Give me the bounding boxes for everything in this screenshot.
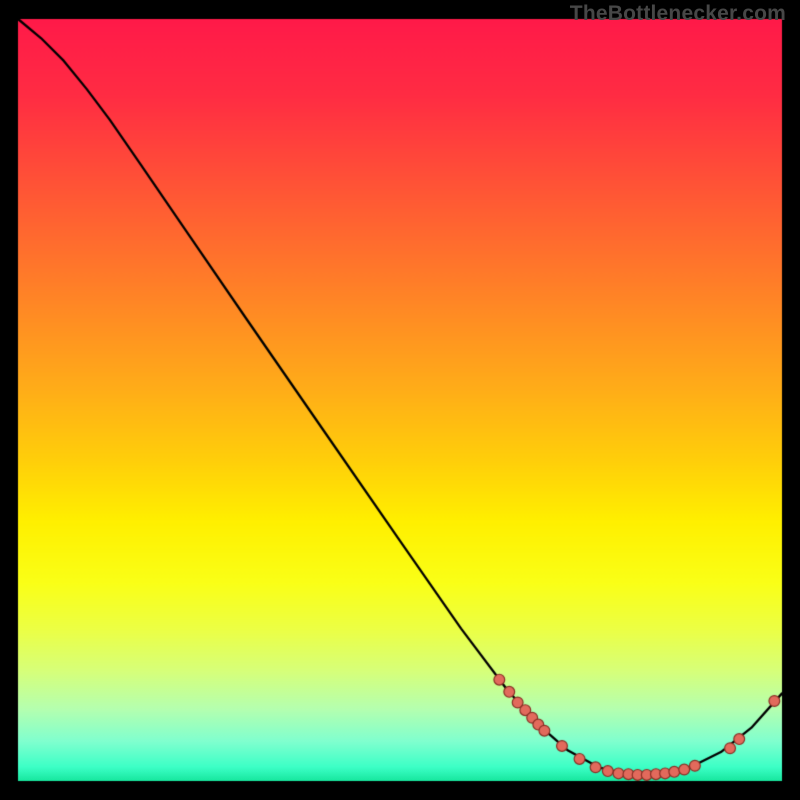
watermark-text: TheBottlenecker.com [570, 2, 786, 26]
chart-stage: TheBottlenecker.com [0, 0, 800, 800]
gradient-line-chart [0, 0, 800, 800]
